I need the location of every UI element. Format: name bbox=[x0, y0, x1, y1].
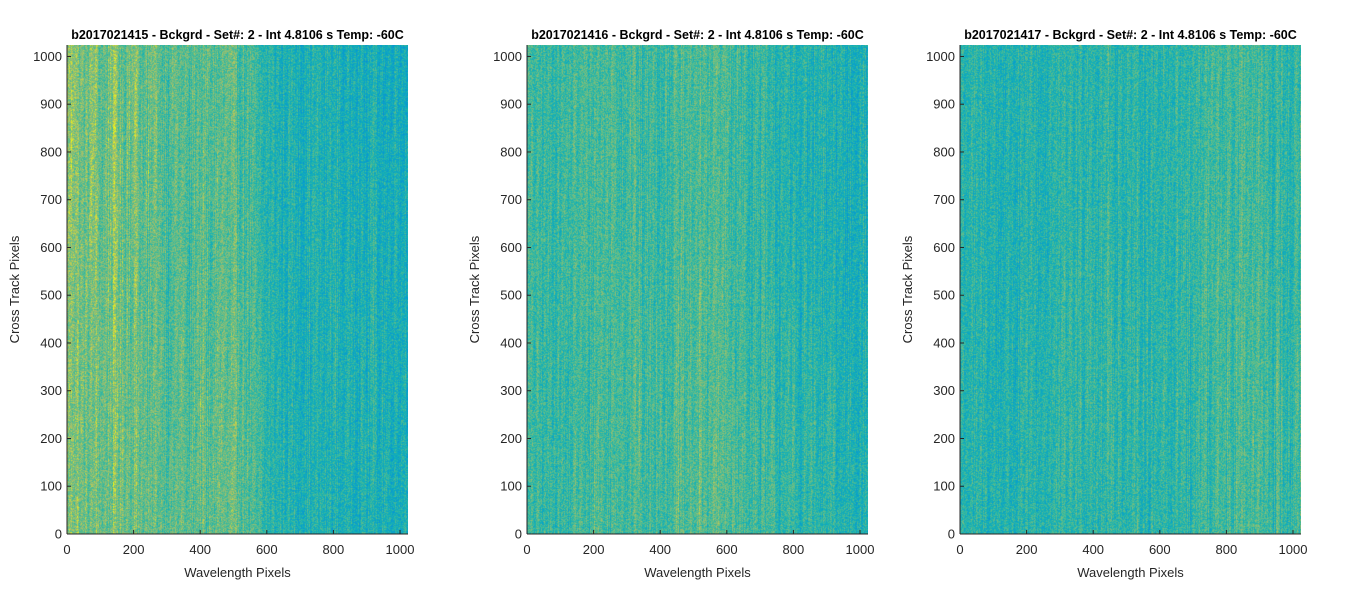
y-axis-label: Cross Track Pixels bbox=[7, 235, 22, 343]
x-tick-label: 600 bbox=[716, 542, 738, 557]
y-tick-label: 300 bbox=[40, 383, 62, 398]
y-tick-label: 900 bbox=[40, 97, 62, 112]
y-tick-label: 100 bbox=[40, 479, 62, 494]
y-tick-label: 900 bbox=[933, 97, 955, 112]
x-tick-label: 1000 bbox=[846, 542, 875, 557]
y-tick-label: 200 bbox=[933, 431, 955, 446]
x-tick-label: 0 bbox=[956, 542, 963, 557]
x-tick-label: 800 bbox=[783, 542, 805, 557]
x-tick-label: 400 bbox=[189, 542, 211, 557]
y-tick-label: 700 bbox=[500, 192, 522, 207]
x-tick-label: 1000 bbox=[1279, 542, 1308, 557]
chart-title: b2017021417 - Bckgrd - Set#: 2 - Int 4.8… bbox=[964, 28, 1297, 42]
y-tick-label: 300 bbox=[500, 383, 522, 398]
y-tick-label: 900 bbox=[500, 97, 522, 112]
y-tick-label: 500 bbox=[933, 288, 955, 303]
heatmap-image bbox=[960, 45, 1301, 534]
chart-panel-3: 0 100 200 300 400 500 600 700 800 900 1000 0 200 400 6… bbox=[900, 28, 1307, 580]
y-tick-label: 100 bbox=[933, 479, 955, 494]
y-tick-label: 200 bbox=[500, 431, 522, 446]
y-tick-label: 800 bbox=[500, 144, 522, 159]
x-tick-label: 200 bbox=[1016, 542, 1038, 557]
chart-title: b2017021415 - Bckgrd - Set#: 2 - Int 4.8… bbox=[71, 28, 404, 42]
y-tick-label: 600 bbox=[500, 240, 522, 255]
y-tick-label: 800 bbox=[40, 144, 62, 159]
x-tick-label: 1000 bbox=[386, 542, 415, 557]
y-tick-label: 100 bbox=[500, 479, 522, 494]
x-tick-label: 0 bbox=[63, 542, 70, 557]
x-tick-label: 400 bbox=[1082, 542, 1104, 557]
x-tick-label: 800 bbox=[323, 542, 345, 557]
heatmap-image bbox=[67, 45, 408, 534]
x-tick-label: 800 bbox=[1216, 542, 1238, 557]
x-axis-label: Wavelength Pixels bbox=[1077, 565, 1184, 580]
y-tick-label: 0 bbox=[948, 527, 955, 542]
y-axis-label: Cross Track Pixels bbox=[900, 235, 915, 343]
y-tick-label: 200 bbox=[40, 431, 62, 446]
x-tick-label: 200 bbox=[123, 542, 145, 557]
x-tick-label: 600 bbox=[256, 542, 278, 557]
x-tick-label: 400 bbox=[649, 542, 671, 557]
x-tick-label: 0 bbox=[523, 542, 530, 557]
y-tick-label: 300 bbox=[933, 383, 955, 398]
y-tick-label: 1000 bbox=[926, 49, 955, 64]
y-tick-label: 400 bbox=[40, 335, 62, 350]
chart-panel-2: 0 100 200 300 400 500 600 700 800 900 1000 0 200 400 6… bbox=[467, 28, 874, 580]
x-tick-label: 600 bbox=[1149, 542, 1171, 557]
y-tick-label: 700 bbox=[40, 192, 62, 207]
x-tick-label: 200 bbox=[583, 542, 605, 557]
y-tick-label: 500 bbox=[500, 288, 522, 303]
y-tick-label: 400 bbox=[933, 335, 955, 350]
y-tick-label: 1000 bbox=[33, 49, 62, 64]
y-tick-label: 600 bbox=[40, 240, 62, 255]
y-tick-label: 800 bbox=[933, 144, 955, 159]
y-tick-label: 0 bbox=[515, 527, 522, 542]
y-tick-label: 400 bbox=[500, 335, 522, 350]
y-tick-label: 500 bbox=[40, 288, 62, 303]
x-axis-label: Wavelength Pixels bbox=[184, 565, 291, 580]
y-tick-label: 600 bbox=[933, 240, 955, 255]
x-axis-label: Wavelength Pixels bbox=[644, 565, 751, 580]
y-tick-label: 1000 bbox=[493, 49, 522, 64]
chart-title: b2017021416 - Bckgrd - Set#: 2 - Int 4.8… bbox=[531, 28, 864, 42]
y-tick-label: 0 bbox=[55, 527, 62, 542]
y-axis-label: Cross Track Pixels bbox=[467, 235, 482, 343]
heatmap-image bbox=[527, 45, 868, 534]
y-tick-label: 700 bbox=[933, 192, 955, 207]
chart-panel-1: 0 100 200 300 400 500 600 700 800 900 1000 0 200 400 6… bbox=[7, 28, 414, 580]
